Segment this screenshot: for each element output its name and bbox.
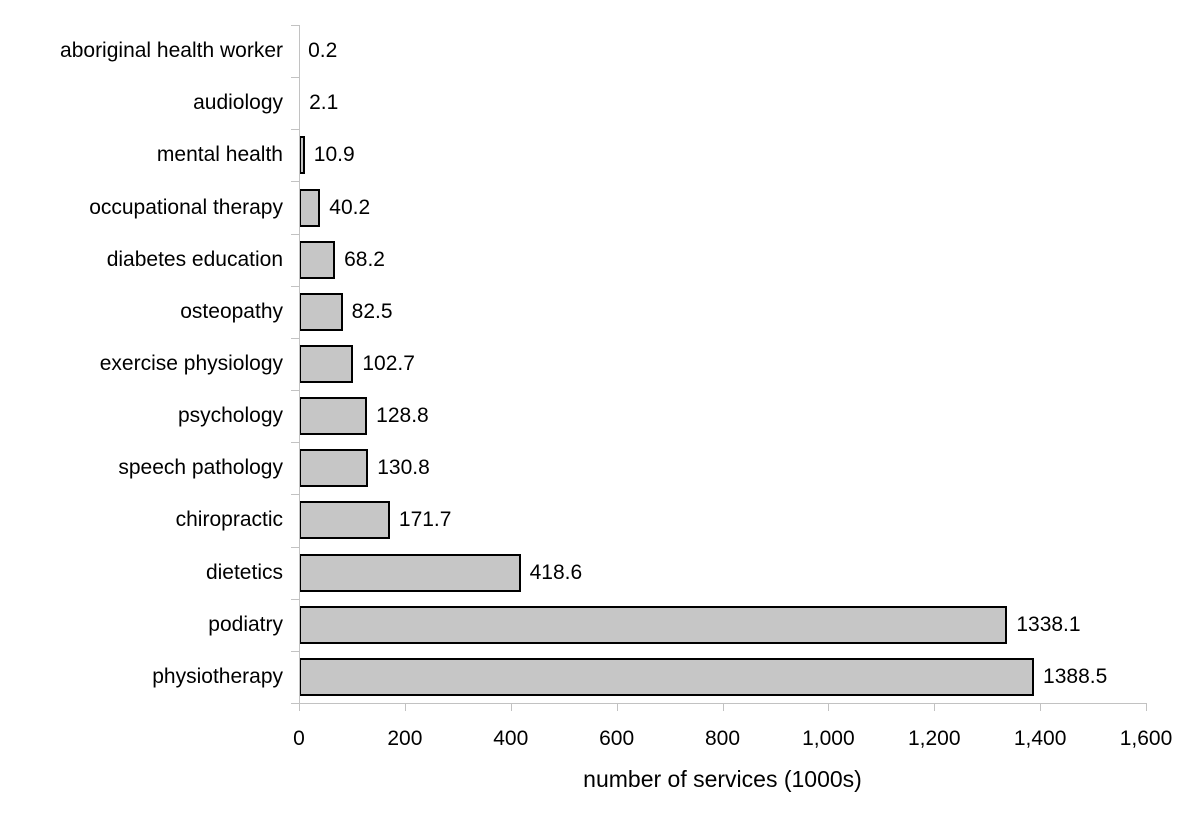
- x-axis-tick: [934, 703, 936, 711]
- bar: [299, 553, 521, 592]
- x-tick-label: 400: [493, 727, 529, 750]
- value-label: 171.7: [398, 508, 452, 532]
- category-label: mental health: [156, 143, 283, 167]
- y-axis-tick: [291, 494, 299, 496]
- y-axis-tick: [291, 442, 299, 444]
- category-label: dietetics: [205, 560, 283, 584]
- category-label: podiatry: [208, 612, 283, 636]
- y-axis-tick: [291, 233, 299, 235]
- category-label: physiotherapy: [152, 664, 283, 688]
- y-axis-tick: [291, 337, 299, 339]
- value-label: 1338.1: [1016, 612, 1081, 636]
- x-axis-title: number of services (1000s): [583, 766, 862, 792]
- x-axis-tick: [1146, 703, 1147, 711]
- bar: [299, 240, 336, 279]
- bar: [299, 397, 368, 436]
- x-axis-tick: [828, 703, 830, 711]
- y-axis-tick: [291, 181, 299, 183]
- bar: [299, 292, 343, 331]
- x-tick-label: 0: [293, 727, 305, 750]
- category-label: occupational therapy: [89, 195, 283, 219]
- value-label: 130.8: [377, 456, 430, 480]
- category-label: speech pathology: [118, 456, 283, 480]
- category-label: osteopathy: [180, 299, 283, 323]
- value-label: 40.2: [329, 195, 371, 219]
- x-tick-label: 1,600: [1119, 727, 1173, 750]
- y-axis-tick: [291, 285, 299, 287]
- y-axis-tick: [291, 546, 299, 548]
- x-tick-label: 200: [387, 727, 423, 750]
- value-label: 418.6: [529, 560, 583, 584]
- x-axis-tick: [722, 703, 724, 711]
- bar: [299, 345, 354, 383]
- y-axis-line: [299, 25, 300, 703]
- bar: [299, 501, 390, 540]
- category-label: aboriginal health worker: [60, 39, 283, 63]
- category-label: diabetes education: [106, 247, 283, 271]
- x-tick-label: 1,000: [802, 727, 855, 750]
- x-tick-label: 1,400: [1013, 727, 1067, 750]
- y-axis-tick: [291, 598, 299, 600]
- x-axis-tick: [510, 703, 512, 711]
- bar: [299, 188, 321, 227]
- value-label: 10.9: [313, 143, 355, 167]
- value-label: 68.2: [344, 247, 385, 271]
- value-label: 2.1: [309, 91, 339, 115]
- x-axis-tick: [404, 703, 406, 711]
- y-axis-tick: [291, 650, 299, 652]
- y-axis-tick: [291, 77, 299, 79]
- value-label: 102.7: [362, 351, 415, 375]
- x-axis-tick: [616, 703, 618, 711]
- y-axis-tick: [291, 703, 299, 704]
- x-tick-label: 1,200: [907, 727, 961, 750]
- value-label: 0.2: [308, 39, 338, 63]
- y-axis-tick: [291, 390, 299, 392]
- category-label: psychology: [177, 404, 283, 428]
- value-label: 128.8: [376, 404, 429, 428]
- bar: [299, 605, 1008, 644]
- x-tick-label: 800: [704, 727, 741, 750]
- y-axis-tick: [291, 129, 299, 131]
- x-axis-tick: [299, 703, 300, 711]
- y-axis-tick: [291, 25, 299, 26]
- category-label: chiropractic: [175, 508, 283, 532]
- category-label: audiology: [193, 91, 283, 115]
- x-tick-label: 600: [599, 727, 635, 750]
- value-label: 1388.5: [1043, 664, 1108, 688]
- x-axis-line: [299, 703, 1147, 704]
- x-axis-tick: [1040, 703, 1042, 711]
- value-label: 82.5: [351, 299, 393, 323]
- category-label: exercise physiology: [99, 351, 283, 375]
- bar: [299, 449, 369, 488]
- bar: [299, 657, 1035, 696]
